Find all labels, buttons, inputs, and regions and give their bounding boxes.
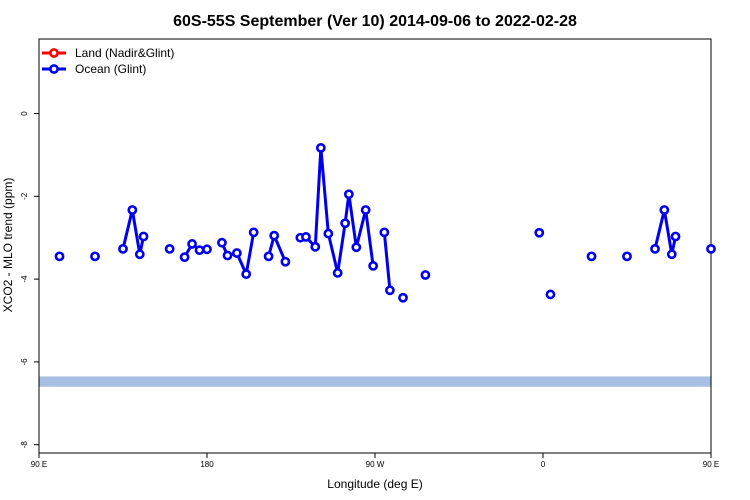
data-point bbox=[385, 285, 395, 296]
data-point bbox=[310, 241, 321, 252]
data-point bbox=[179, 252, 190, 263]
y-tick-label: -8 bbox=[20, 441, 29, 449]
reference-band bbox=[39, 376, 711, 387]
data-point bbox=[187, 239, 197, 249]
data-point bbox=[340, 218, 351, 229]
x-tick-label: 0 bbox=[541, 460, 546, 469]
data-point bbox=[231, 248, 242, 258]
data-point bbox=[217, 237, 227, 248]
series-layer bbox=[54, 142, 716, 303]
data-point bbox=[90, 251, 100, 262]
data-point bbox=[650, 243, 660, 254]
x-axis-label: Longitude (deg E) bbox=[327, 477, 422, 491]
data-point bbox=[164, 243, 175, 254]
data-point bbox=[269, 230, 280, 241]
y-tick-label: 0 bbox=[20, 111, 29, 116]
data-point bbox=[118, 243, 128, 254]
legend: Land (Nadir&Glint) Ocean (Glint) bbox=[42, 46, 174, 76]
band-layer bbox=[39, 376, 711, 387]
legend-label: Ocean (Glint) bbox=[75, 62, 146, 76]
chart-title: 60S-55S September (Ver 10) 2014-09-06 to… bbox=[173, 13, 577, 30]
data-point bbox=[586, 251, 597, 262]
data-point bbox=[622, 251, 632, 262]
data-point bbox=[666, 249, 677, 260]
data-point bbox=[222, 250, 233, 261]
axes: 90 E 180 90 W 0 90 E 0 -2 -4 -6 -8 bbox=[20, 38, 719, 469]
x-tick-label: 90 W bbox=[366, 460, 385, 469]
data-point bbox=[534, 227, 545, 238]
series-line bbox=[121, 208, 146, 256]
data-point bbox=[248, 227, 259, 238]
series-line bbox=[653, 208, 678, 256]
data-point bbox=[202, 244, 212, 255]
data-point bbox=[54, 251, 65, 262]
data-point bbox=[134, 249, 145, 260]
y-axis-label: XCO2 - MLO trend (ppm) bbox=[1, 178, 15, 313]
data-point bbox=[351, 242, 362, 253]
data-point bbox=[659, 205, 670, 215]
data-point bbox=[323, 228, 334, 239]
data-point bbox=[301, 231, 311, 242]
data-point bbox=[545, 289, 556, 300]
y-tick-label: -6 bbox=[20, 358, 29, 366]
legend-label: Land (Nadir&Glint) bbox=[75, 46, 174, 60]
data-point bbox=[332, 268, 343, 278]
legend-marker bbox=[49, 64, 59, 74]
data-point bbox=[343, 189, 354, 200]
data-point bbox=[360, 205, 371, 215]
y-tick-label: -2 bbox=[20, 192, 29, 200]
x-tick-label: 90 E bbox=[31, 460, 47, 469]
data-point bbox=[398, 292, 408, 303]
legend-marker bbox=[49, 48, 59, 58]
data-point bbox=[670, 231, 681, 242]
x-tick-label: 180 bbox=[200, 460, 214, 469]
series-line bbox=[382, 232, 392, 291]
data-point bbox=[194, 245, 205, 256]
data-point bbox=[138, 231, 149, 242]
data-point bbox=[263, 251, 274, 262]
data-point bbox=[368, 260, 379, 271]
data-point bbox=[280, 256, 291, 267]
data-point bbox=[420, 270, 431, 280]
data-point bbox=[315, 142, 326, 153]
data-point bbox=[241, 269, 252, 280]
data-point bbox=[706, 243, 716, 254]
data-point bbox=[379, 227, 390, 238]
x-tick-label: 90 E bbox=[703, 460, 719, 469]
data-point bbox=[127, 205, 138, 215]
y-tick-label: -4 bbox=[20, 275, 29, 283]
